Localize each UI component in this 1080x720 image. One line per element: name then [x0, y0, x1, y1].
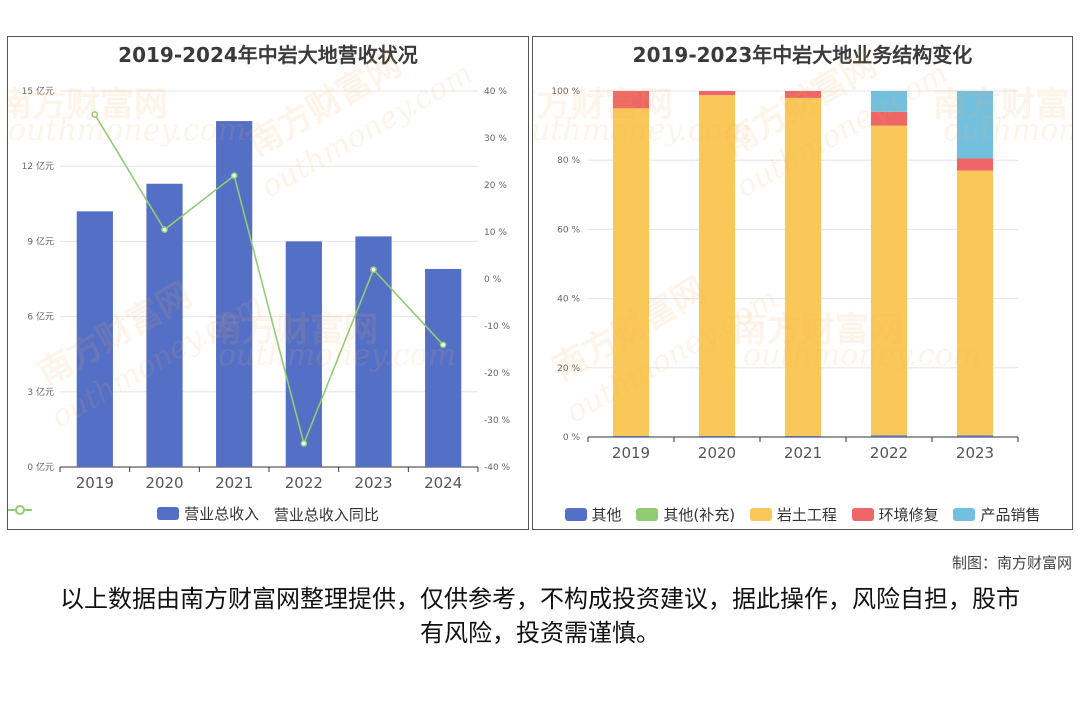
revenue-bar	[76, 211, 113, 467]
legend-label-other: 其他	[591, 506, 622, 524]
revenue-yoy-point	[300, 440, 308, 447]
stack-segment	[612, 108, 650, 436]
stack-segment	[612, 435, 650, 437]
legend-item-geotechnical[interactable]: 岩土工程	[749, 504, 837, 525]
y-tick-label: 80 %	[557, 156, 580, 166]
stack-segment	[784, 97, 822, 436]
revenue-yoy-point	[91, 111, 99, 118]
y-left-tick-label: 15 亿元	[22, 85, 54, 97]
revenue-chart-svg: 0 亿元 3 亿元 6 亿元 9 亿元 12 亿元 15 亿元 -40 % -30 % -20 …	[22, 85, 511, 492]
y-tick-label: 60 %	[557, 225, 580, 235]
structure-chart-title: 2019-2023年中岩大地业务结构变化	[632, 43, 973, 67]
y-left-tick-label: 3 亿元	[27, 386, 54, 398]
y-right-tick-label: 40 %	[484, 87, 507, 97]
y-left-tick-label: 12 亿元	[22, 160, 54, 172]
revenue-bar	[146, 183, 183, 467]
x-tick-label: 2023	[354, 474, 392, 492]
stack-segment	[956, 158, 994, 171]
stack-segment	[870, 111, 908, 126]
revenue-chart-legend: 营业总收入 营业总收入同比	[8, 503, 528, 525]
x-tick-label: 2021	[215, 474, 253, 492]
y-right-tick-label: 10 %	[484, 228, 507, 238]
stack-segment	[698, 95, 736, 436]
stack-segment	[870, 125, 908, 436]
legend-swatch-revenue	[157, 507, 180, 520]
y-right-tick-label: -10 %	[484, 322, 511, 332]
legend-label-other-supplement: 其他(补充)	[663, 506, 736, 524]
legend-swatch-environmental	[851, 508, 874, 521]
stack-segment	[784, 91, 822, 98]
stack-segment	[956, 170, 994, 436]
structure-chart-legend: 其他 其他(补充) 岩土工程 环境修复 产品销售	[533, 504, 1072, 525]
legend-label-revenue: 营业总收入	[184, 505, 260, 523]
revenue-yoy-point	[370, 266, 377, 273]
stack-segment	[870, 91, 908, 112]
revenue-bar	[355, 236, 392, 467]
y-tick-label: 0 %	[563, 433, 581, 443]
legend-swatch-revenue-yoy	[8, 505, 32, 515]
revenue-yoy-point	[161, 226, 168, 233]
revenue-yoy-point	[230, 172, 238, 179]
y-left-tick-label: 0 亿元	[27, 461, 54, 473]
revenue-yoy-line	[94, 114, 444, 447]
revenue-chart-title: 2019-2024年中岩大地营收状况	[118, 43, 418, 67]
legend-label-geotechnical: 岩土工程	[776, 506, 837, 524]
structure-chart-svg: 0 % 20 % 40 % 60 % 80 % 100 % 2019 2020 2021 2022…	[551, 87, 1019, 462]
y-right-tick-label: -30 %	[484, 416, 511, 426]
disclaimer-text: 以上数据由南方财富网整理提供，仅供参考，不构成投资建议，据此操作，风险自担，股市…	[60, 585, 1020, 647]
y-right-tick-label: 0 %	[484, 275, 502, 285]
legend-swatch-geotechnical	[749, 508, 772, 521]
x-tick-label: 2020	[698, 444, 736, 462]
revenue-bar	[285, 241, 322, 467]
x-tick-label: 2021	[784, 444, 822, 462]
revenue-yoy-point	[439, 341, 447, 349]
stack-segment	[784, 435, 822, 437]
stack-segment	[870, 435, 908, 437]
legend-item-product-sales[interactable]: 产品销售	[953, 504, 1040, 525]
legend-label-revenue-yoy: 营业总收入同比	[273, 506, 379, 524]
legend-label-environmental: 环境修复	[878, 506, 939, 524]
y-right-tick-label: -20 %	[484, 369, 511, 379]
y-right-tick-label: -40 %	[484, 463, 511, 473]
legend-item-environmental[interactable]: 环境修复	[851, 504, 939, 525]
y-left-tick-label: 9 亿元	[27, 235, 54, 247]
stack-segment	[956, 91, 994, 159]
revenue-chart-panel: 0 亿元 3 亿元 6 亿元 9 亿元 12 亿元 15 亿元 -40 % -30 % -20 …	[7, 36, 529, 530]
x-tick-label: 2020	[145, 474, 183, 492]
legend-item-revenue-yoy[interactable]: 营业总收入同比	[8, 504, 379, 525]
y-tick-label: 40 %	[557, 295, 580, 305]
x-tick-label: 2024	[424, 474, 462, 492]
legend-swatch-other	[564, 508, 587, 521]
legend-item-other[interactable]: 其他	[564, 504, 622, 525]
legend-item-other-supplement[interactable]: 其他(补充)	[636, 504, 735, 525]
business-structure-chart-panel: 0 % 20 % 40 % 60 % 80 % 100 % 2019 2020 2021 2022…	[532, 36, 1073, 530]
x-tick-label: 2019	[612, 444, 650, 462]
legend-label-product-sales: 产品销售	[980, 506, 1041, 524]
y-left-tick-label: 6 亿元	[27, 311, 54, 323]
y-right-tick-label: 30 %	[484, 134, 507, 144]
revenue-bar	[425, 268, 462, 467]
legend-swatch-other-supplement	[636, 508, 659, 521]
x-tick-label: 2023	[956, 444, 994, 462]
stack-segment	[698, 435, 736, 437]
chart-credit: 制图：南方财富网	[951, 554, 1072, 572]
legend-swatch-product-sales	[953, 508, 976, 521]
x-tick-label: 2019	[76, 474, 114, 492]
stack-segment	[612, 91, 650, 109]
stack-segment	[956, 435, 994, 437]
y-tick-label: 20 %	[557, 364, 580, 374]
x-tick-label: 2022	[285, 474, 323, 492]
stack-segment	[698, 91, 736, 96]
y-right-tick-label: 20 %	[484, 181, 507, 191]
x-tick-label: 2022	[870, 444, 908, 462]
y-tick-label: 100 %	[551, 87, 580, 97]
legend-item-revenue[interactable]: 营业总收入	[157, 503, 259, 524]
